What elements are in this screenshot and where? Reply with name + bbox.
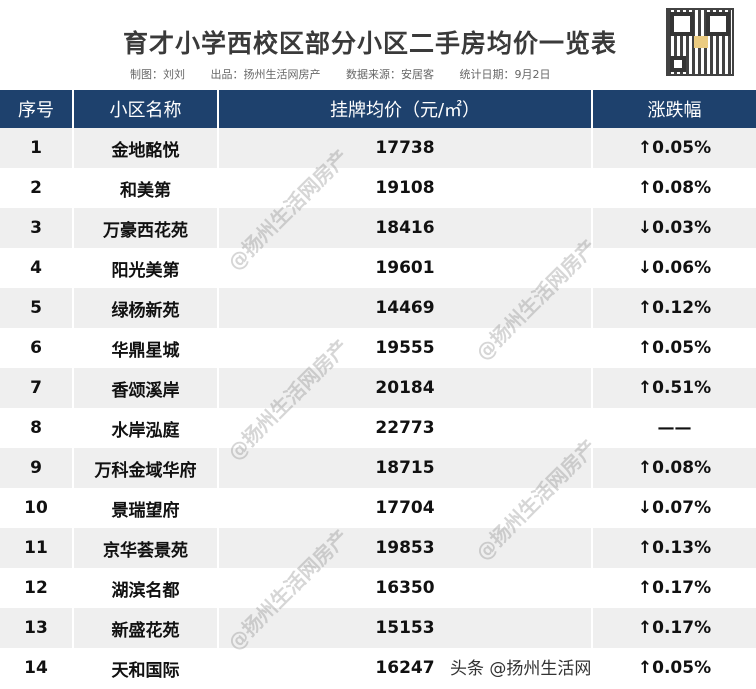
row-index: 14 <box>0 648 74 688</box>
community-name: 湖滨名都 <box>73 568 219 608</box>
row-index: 10 <box>0 488 74 528</box>
header-price: 挂牌均价（元/㎡） <box>218 90 593 128</box>
header-index: 序号 <box>0 90 74 128</box>
table-row: 14 天和国际 16247 ↑0.05% <box>0 648 756 688</box>
table-row: 6 华鼎星城 19555 ↑0.05% <box>0 328 756 368</box>
price-change: ↑0.13% <box>592 528 756 568</box>
row-index: 2 <box>0 168 74 208</box>
price-change: ↓0.07% <box>592 488 756 528</box>
price-change: ↑0.05% <box>592 328 756 368</box>
row-index: 8 <box>0 408 74 448</box>
table-row: 11 京华荟景苑 19853 ↑0.13% <box>0 528 756 568</box>
average-price: 19108 <box>218 168 593 208</box>
community-name: 阳光美第 <box>73 248 219 288</box>
average-price: 14469 <box>218 288 593 328</box>
qr-code <box>666 8 734 76</box>
price-table: 序号 小区名称 挂牌均价（元/㎡） 涨跌幅 1 金地酩悦 17738 ↑0.05% 2 和… <box>0 90 756 688</box>
author: 制图：刘刘 <box>130 68 185 81</box>
community-name: 和美第 <box>73 168 219 208</box>
price-change: ↑0.12% <box>592 288 756 328</box>
table-row: 5 绿杨新苑 14469 ↑0.12% <box>0 288 756 328</box>
table-row: 8 水岸泓庭 22773 —— <box>0 408 756 448</box>
average-price: 22773 <box>218 408 593 448</box>
source: 数据来源：安居客 <box>346 68 434 81</box>
average-price: 19601 <box>218 248 593 288</box>
community-name: 绿杨新苑 <box>73 288 219 328</box>
community-name: 新盛花苑 <box>73 608 219 648</box>
community-name: 天和国际 <box>73 648 219 688</box>
average-price: 15153 <box>218 608 593 648</box>
average-price: 17704 <box>218 488 593 528</box>
price-change: ↑0.17% <box>592 568 756 608</box>
row-index: 1 <box>0 128 74 168</box>
average-price: 16247 <box>218 648 593 688</box>
row-index: 11 <box>0 528 74 568</box>
table-row: 2 和美第 19108 ↑0.08% <box>0 168 756 208</box>
table-row: 4 阳光美第 19601 ↓0.06% <box>0 248 756 288</box>
table-row: 12 湖滨名都 16350 ↑0.17% <box>0 568 756 608</box>
table-header: 序号 小区名称 挂牌均价（元/㎡） 涨跌幅 <box>0 90 756 128</box>
row-index: 7 <box>0 368 74 408</box>
table-row: 7 香颂溪岸 20184 ↑0.51% <box>0 368 756 408</box>
price-change: ↑0.08% <box>592 168 756 208</box>
price-change: ↑0.05% <box>592 648 756 688</box>
table-row: 13 新盛花苑 15153 ↑0.17% <box>0 608 756 648</box>
price-change: ↓0.03% <box>592 208 756 248</box>
average-price: 19853 <box>218 528 593 568</box>
footer-credit: 头条 @扬州生活网 <box>450 659 592 679</box>
community-name: 京华荟景苑 <box>73 528 219 568</box>
row-index: 13 <box>0 608 74 648</box>
price-change: ↑0.17% <box>592 608 756 648</box>
price-change: ↑0.51% <box>592 368 756 408</box>
row-index: 4 <box>0 248 74 288</box>
table-row: 1 金地酩悦 17738 ↑0.05% <box>0 128 756 168</box>
price-change: ↑0.05% <box>592 128 756 168</box>
average-price: 20184 <box>218 368 593 408</box>
price-change: —— <box>592 408 756 448</box>
community-name: 华鼎星城 <box>73 328 219 368</box>
table-row: 10 景瑞望府 17704 ↓0.07% <box>0 488 756 528</box>
row-index: 9 <box>0 448 74 488</box>
community-name: 水岸泓庭 <box>73 408 219 448</box>
row-index: 3 <box>0 208 74 248</box>
price-change: ↑0.08% <box>592 448 756 488</box>
header-name: 小区名称 <box>73 90 219 128</box>
average-price: 16350 <box>218 568 593 608</box>
average-price: 19555 <box>218 328 593 368</box>
table-row: 3 万豪西花苑 18416 ↓0.03% <box>0 208 756 248</box>
row-index: 5 <box>0 288 74 328</box>
community-name: 万科金域华府 <box>73 448 219 488</box>
average-price: 17738 <box>218 128 593 168</box>
page-title: 育才小学西校区部分小区二手房均价一览表 <box>122 29 617 58</box>
row-index: 6 <box>0 328 74 368</box>
community-name: 万豪西花苑 <box>73 208 219 248</box>
community-name: 景瑞望府 <box>73 488 219 528</box>
producer: 出品：扬州生活网房产 <box>210 68 321 81</box>
table-row: 9 万科金域华府 18715 ↑0.08% <box>0 448 756 488</box>
price-change: ↓0.06% <box>592 248 756 288</box>
community-name: 金地酩悦 <box>73 128 219 168</box>
header-change: 涨跌幅 <box>592 90 756 128</box>
row-index: 12 <box>0 568 74 608</box>
average-price: 18715 <box>218 448 593 488</box>
average-price: 18416 <box>218 208 593 248</box>
subtitle: 制图：刘刘 出品：扬州生活网房产 数据来源：安居客 统计日期：9月2日 <box>130 66 573 82</box>
community-name: 香颂溪岸 <box>73 368 219 408</box>
stat-date: 统计日期：9月2日 <box>459 68 551 81</box>
